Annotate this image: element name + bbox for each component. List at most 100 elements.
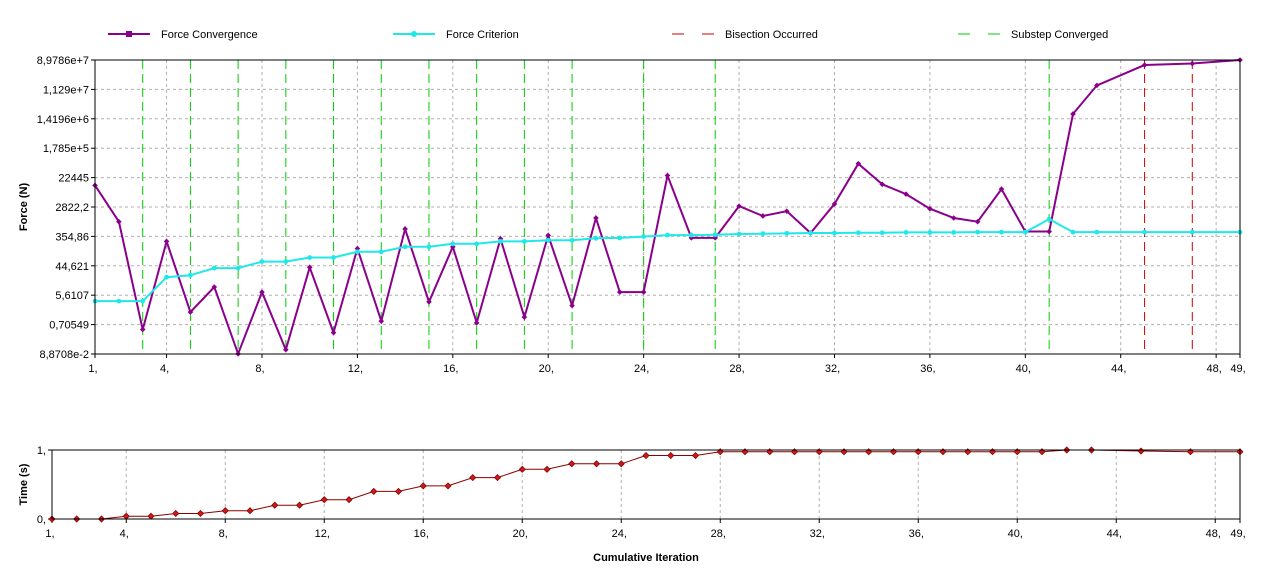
data-point <box>903 230 909 235</box>
data-point <box>760 231 766 237</box>
data-point <box>394 487 403 495</box>
legend-item-force-criterion: Force Criterion <box>393 29 519 41</box>
data-point <box>616 289 623 295</box>
y-tick-label: 2822,2 <box>55 202 89 214</box>
data-point <box>998 186 1005 192</box>
data-point <box>450 241 456 247</box>
series-time <box>48 446 1244 523</box>
legend-item-substep: Substep Converged <box>958 29 1108 41</box>
force-plot-panel: 1, 4, 8, 12, 16, 20, 24, 28, 32, 36, 40, 44, 48, 49, 8… <box>18 55 1246 375</box>
data-point <box>691 451 700 460</box>
data-point <box>122 512 130 520</box>
data-point <box>688 232 694 238</box>
data-point <box>642 451 650 460</box>
data-point <box>903 191 909 197</box>
x-tick-label: 8, <box>219 528 228 540</box>
data-point <box>147 512 155 520</box>
y-tick-label: 44,621 <box>55 261 89 273</box>
y-tick-label: 8,8708e-2 <box>39 349 89 361</box>
data-point <box>330 329 337 336</box>
data-point <box>1189 229 1195 235</box>
data-point <box>271 501 279 509</box>
data-point <box>345 496 353 504</box>
legend-item-bisection: Bisection Occurred <box>672 29 818 41</box>
data-point <box>543 465 551 473</box>
data-point <box>927 230 933 235</box>
data-point <box>444 482 452 490</box>
data-point <box>493 474 502 482</box>
data-point <box>259 259 265 265</box>
y-tick-label: 1,129e+7 <box>43 84 89 96</box>
data-point <box>855 160 862 167</box>
data-point <box>784 230 790 236</box>
data-point <box>419 482 427 490</box>
data-point <box>1141 62 1148 68</box>
data-point <box>518 465 526 473</box>
data-point <box>712 232 718 238</box>
data-point <box>283 346 289 353</box>
data-point <box>999 229 1004 235</box>
x-tick-label: 12, <box>348 363 363 375</box>
y-tick-label: 1,4196e+6 <box>37 114 89 126</box>
data-point <box>426 299 432 305</box>
legend-item-force-convergence: Force Convergence <box>108 29 258 41</box>
y-tick-label: 5,6107 <box>55 290 89 302</box>
data-point <box>1070 229 1076 235</box>
data-point <box>545 237 551 243</box>
x-tick-label: 48, <box>1206 363 1221 375</box>
data-point <box>370 487 378 495</box>
data-point <box>950 215 957 221</box>
data-point <box>307 255 313 260</box>
data-point <box>116 298 122 304</box>
data-point <box>378 249 384 255</box>
data-point <box>879 230 885 236</box>
plot-frame <box>94 59 1241 355</box>
y-tick-label: 354,86 <box>55 231 89 243</box>
x-tick-label: 4, <box>120 528 129 540</box>
data-point <box>221 507 229 515</box>
series-line <box>94 59 1241 357</box>
x-tick-label: 28, <box>711 528 726 540</box>
y-tick-label: 1,785e+5 <box>43 143 89 155</box>
data-point <box>665 232 670 238</box>
x-tick-label: 16, <box>414 528 429 540</box>
x-axis-label: Cumulative Iteration <box>593 552 699 564</box>
data-point <box>188 272 193 278</box>
x-tick-label: 32, <box>825 363 840 375</box>
data-point <box>975 229 981 235</box>
data-point <box>855 230 861 236</box>
y-tick-label: 0,70549 <box>49 320 89 332</box>
time-plot-panel: 1, 4, 8, 12, 16, 20, 24, 28, 32, 36, 40, 44, 48, 49, 1… <box>18 445 1246 564</box>
data-point <box>1070 111 1076 117</box>
data-point <box>320 496 328 504</box>
y-axis-label: Time (s) <box>18 463 30 505</box>
data-point <box>832 230 837 236</box>
data-point <box>116 218 122 225</box>
data-point <box>617 460 625 468</box>
data-point <box>402 226 408 232</box>
legend-label: Force Criterion <box>446 29 519 41</box>
x-tick-label: 16, <box>443 363 458 375</box>
data-point <box>592 460 601 468</box>
data-point <box>640 289 647 295</box>
x-tick-label: 8, <box>255 363 264 375</box>
data-point <box>879 181 885 188</box>
series-force-convergence <box>92 57 1243 357</box>
legend: Force Convergence Force Criterion Bisectio… <box>108 29 1108 41</box>
y-tick-label: 1, <box>37 445 46 457</box>
data-point <box>521 238 527 244</box>
data-point <box>378 318 385 324</box>
data-point <box>808 230 814 236</box>
data-point <box>831 201 838 207</box>
x-tick-label: 48, <box>1206 528 1221 540</box>
x-tick-label: 28, <box>729 363 744 375</box>
data-point <box>259 289 265 295</box>
data-point <box>736 203 742 209</box>
data-point <box>163 238 170 245</box>
data-point <box>568 460 576 468</box>
x-tick-label: 36, <box>909 528 924 540</box>
data-point <box>545 232 552 239</box>
data-point <box>172 509 180 518</box>
data-point <box>283 259 289 265</box>
